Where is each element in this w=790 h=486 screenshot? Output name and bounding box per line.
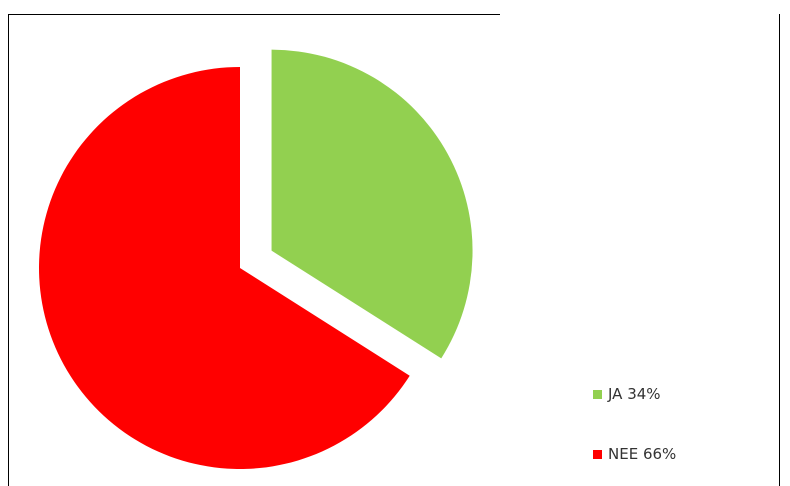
legend-label-nee: NEE 66% <box>608 445 677 463</box>
legend-swatch-ja <box>593 389 602 399</box>
legend-label-ja: JA 34% <box>608 385 661 403</box>
legend-swatch-nee <box>593 449 602 459</box>
chart-frame-left-border <box>8 14 9 486</box>
chart-frame-right-border <box>779 14 780 486</box>
chart-legend: JA 34% NEE 66% <box>593 384 676 464</box>
legend-item-ja: JA 34% <box>593 384 676 404</box>
pie-slice-ja <box>271 49 473 359</box>
pie-slice-nee <box>38 67 410 469</box>
legend-item-nee: NEE 66% <box>593 444 676 464</box>
chart-frame-top-border <box>8 14 500 15</box>
